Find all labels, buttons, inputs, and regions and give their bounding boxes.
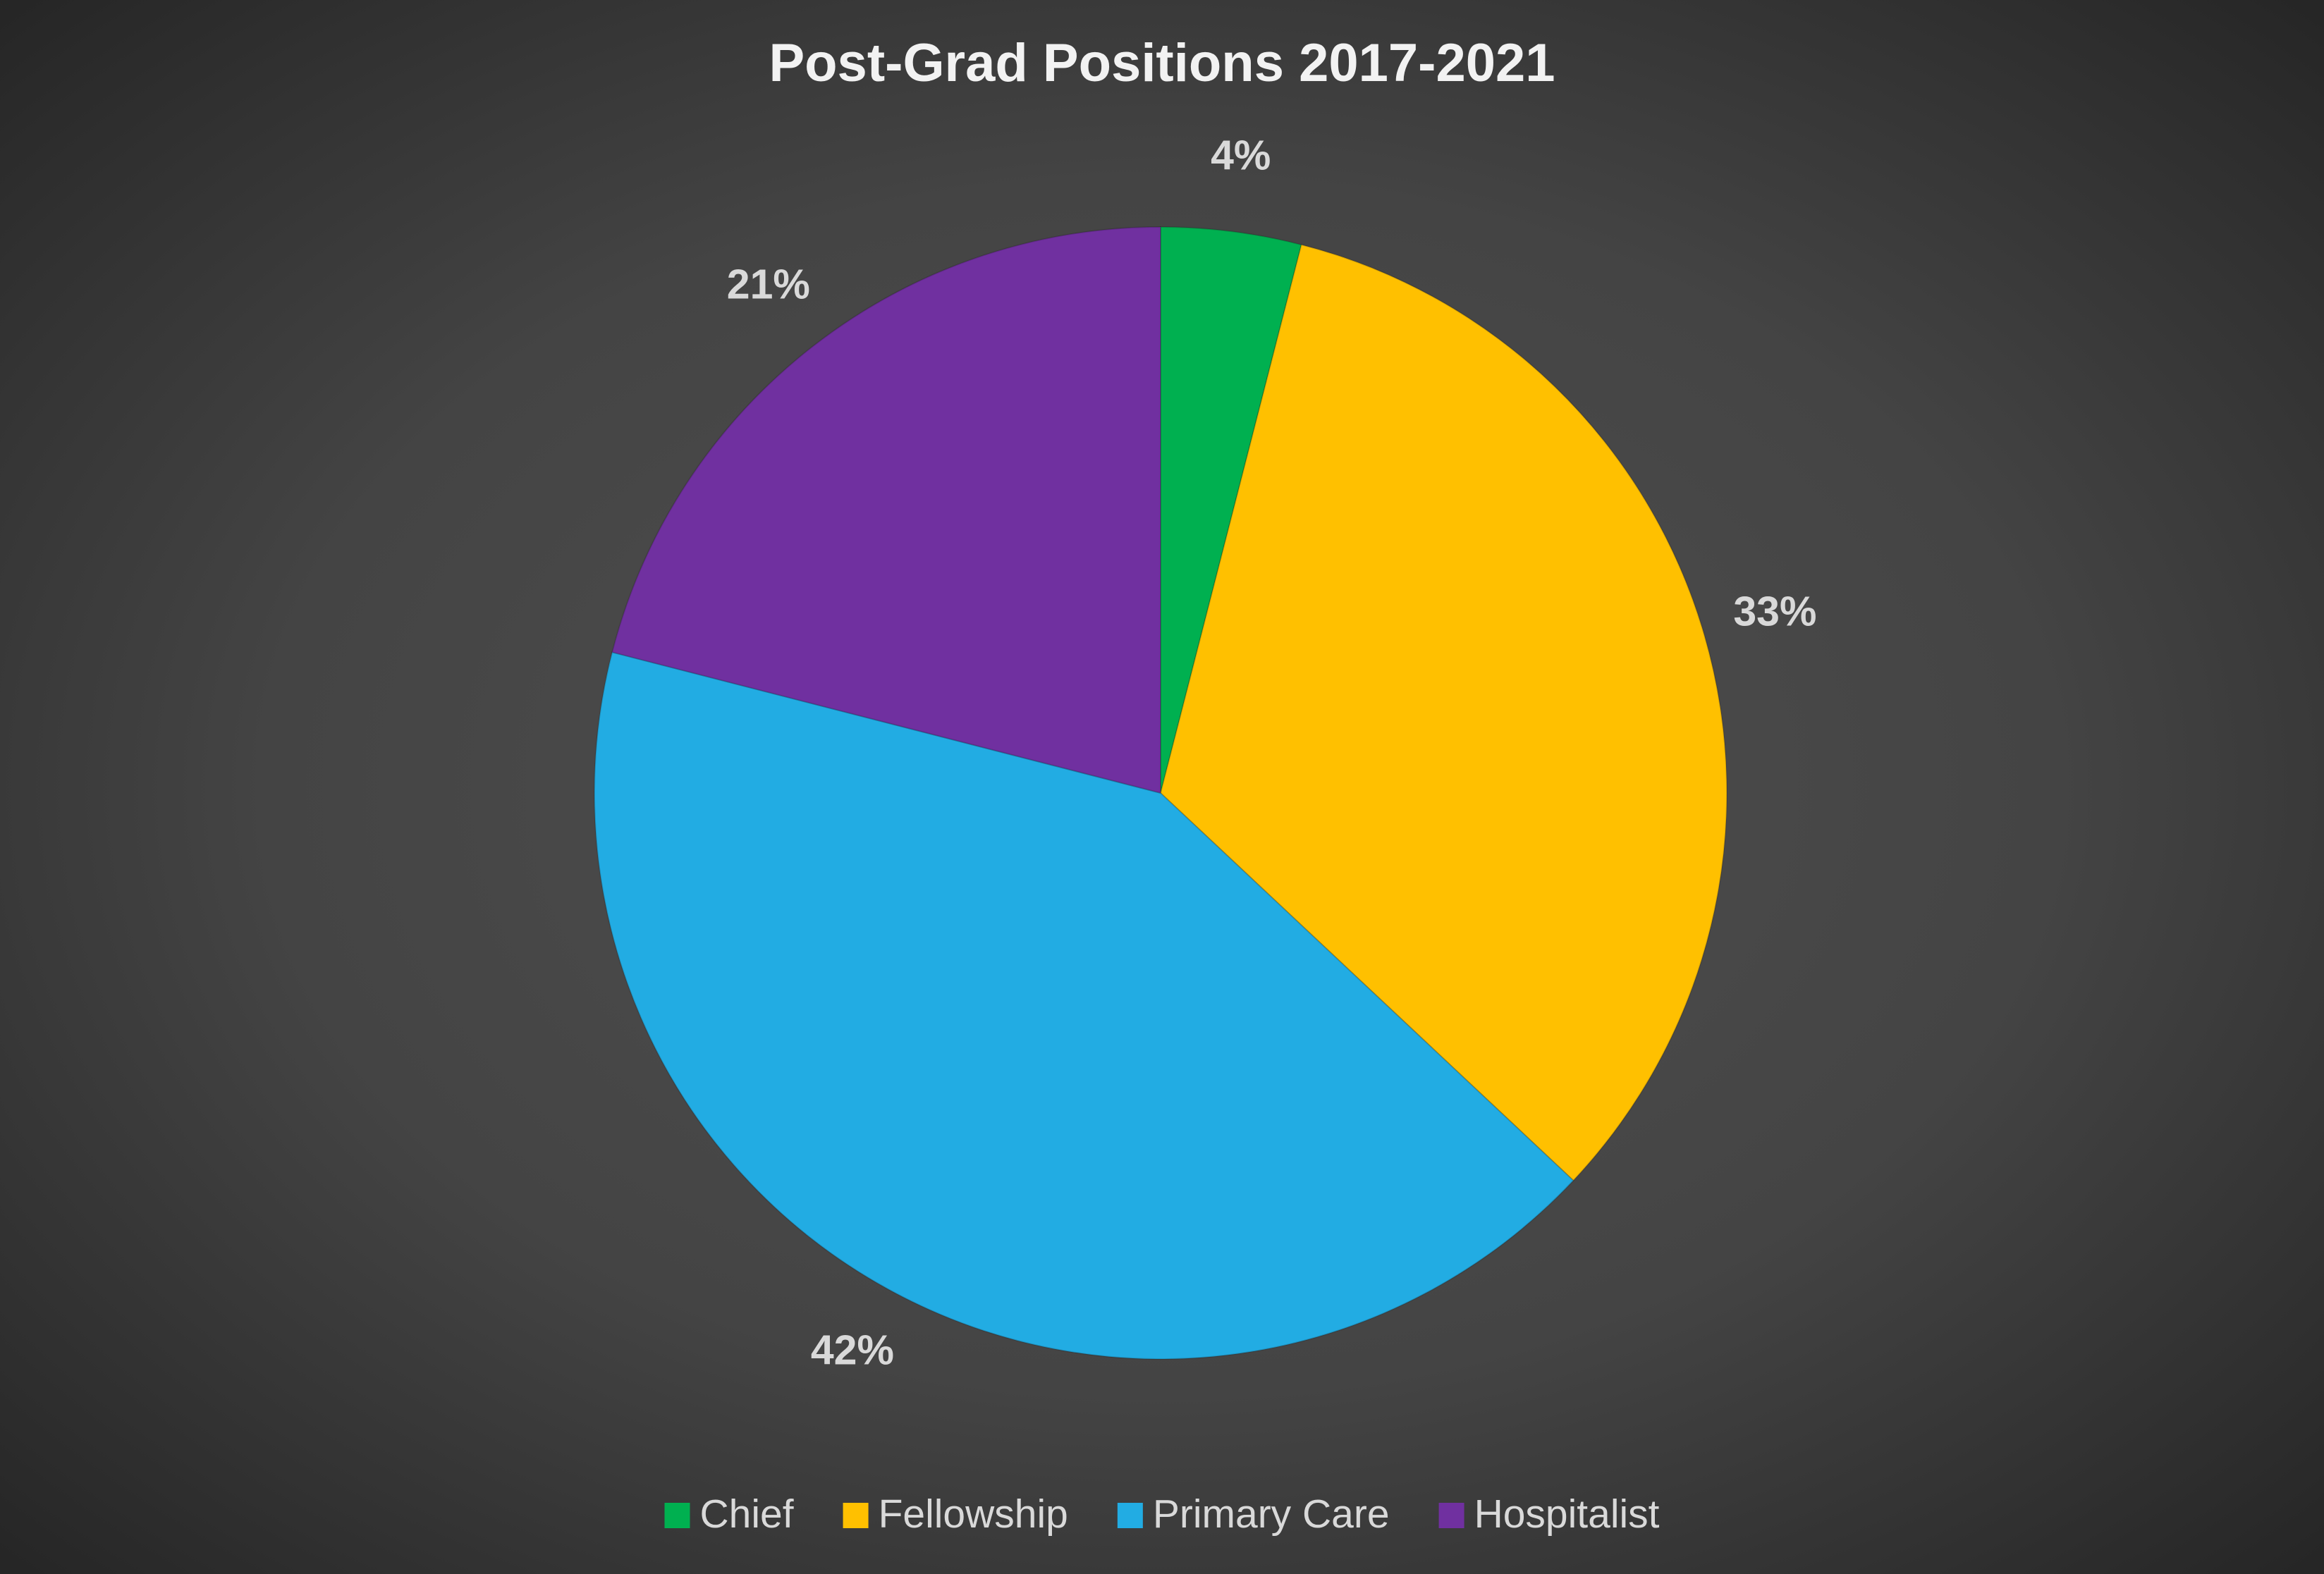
legend-label: Chief <box>699 1492 793 1537</box>
legend-label: Hospitalist <box>1474 1492 1660 1537</box>
pie-slice <box>1159 244 1727 1182</box>
legend-swatch <box>843 1503 869 1528</box>
pie-slice <box>594 651 1574 1360</box>
legend-label: Primary Care <box>1153 1492 1390 1537</box>
legend-label: Fellowship <box>879 1492 1068 1537</box>
data-label: 42% <box>811 1327 894 1374</box>
pie-slice <box>611 226 1161 794</box>
legend-swatch <box>1117 1503 1143 1528</box>
data-label: 4% <box>1211 132 1271 178</box>
legend-swatch <box>664 1503 690 1528</box>
data-label: 33% <box>1733 588 1816 634</box>
pie-slice <box>1160 226 1302 794</box>
legend-swatch <box>1438 1503 1464 1528</box>
chart-title: Post-Grad Positions 2017-2021 <box>769 33 1555 93</box>
data-label: 21% <box>727 262 810 308</box>
